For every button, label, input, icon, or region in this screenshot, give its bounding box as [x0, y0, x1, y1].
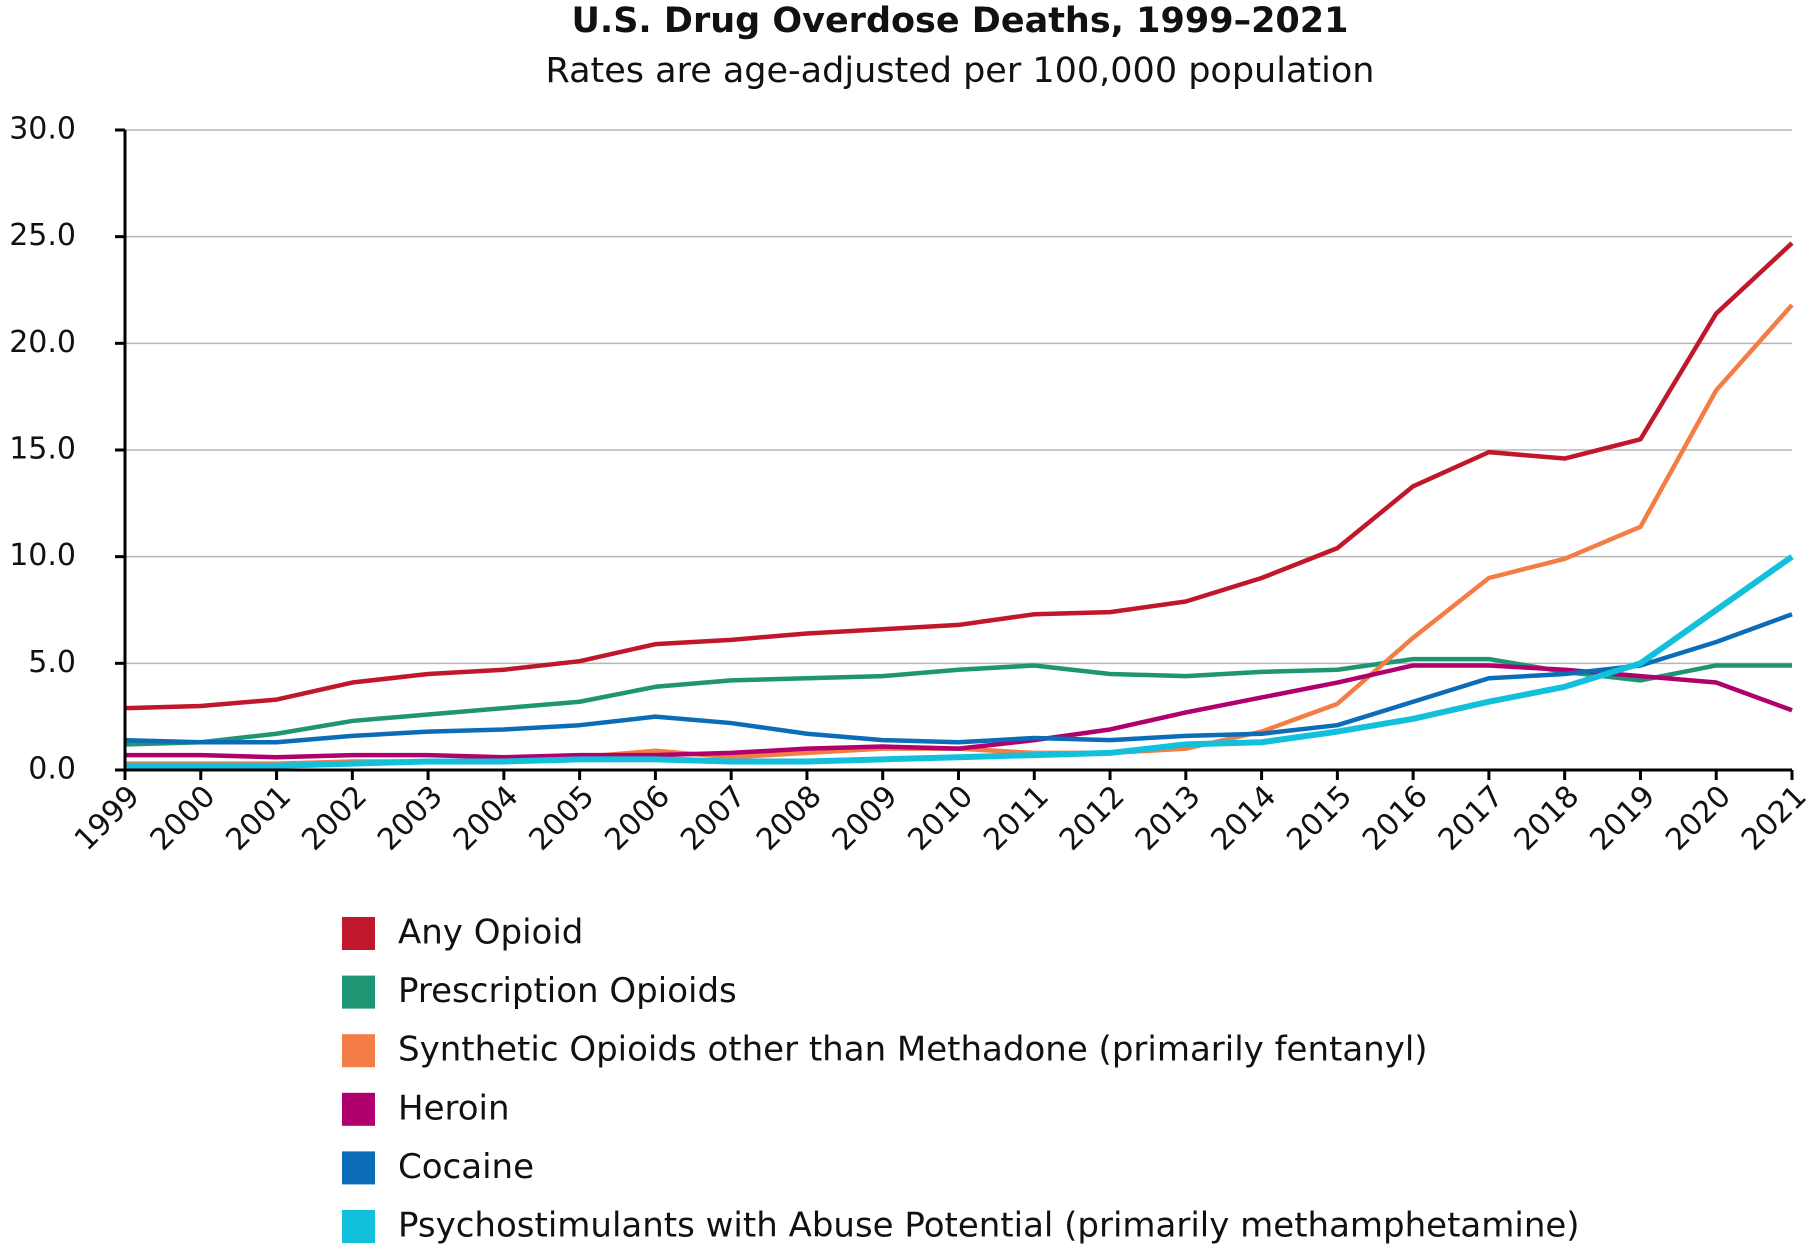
- legend-swatch: [342, 1034, 375, 1068]
- x-tick-label: 2000: [144, 779, 223, 858]
- x-tick-label: 2009: [826, 779, 905, 858]
- x-tick-label: 2012: [1053, 779, 1132, 858]
- x-tick-label: 2014: [1205, 779, 1284, 858]
- legend-label: Psychostimulants with Abuse Potential (p…: [398, 1206, 1580, 1246]
- x-tick-label: 2011: [977, 779, 1056, 858]
- series-line: [125, 303, 1794, 766]
- legend-label: Prescription Opioids: [398, 971, 737, 1011]
- legend-swatch: [342, 917, 375, 950]
- legend-label: Cocaine: [398, 1147, 534, 1187]
- x-tick-label: 2017: [1432, 779, 1511, 858]
- y-tick-label: 0.0: [28, 752, 76, 787]
- legend-swatch: [342, 1092, 375, 1126]
- legend-label: Synthetic Opioids other than Methadone (…: [398, 1030, 1428, 1070]
- y-tick-label: 25.0: [9, 218, 76, 253]
- series-line: [124, 241, 1794, 711]
- x-tick-label: 2003: [371, 779, 450, 858]
- series-line: [124, 612, 1793, 745]
- legend-swatch: [342, 1210, 375, 1243]
- x-tick-label: 2008: [750, 779, 829, 858]
- x-tick-label: 2006: [598, 779, 677, 858]
- legend-label: Any Opioid: [398, 913, 583, 953]
- chart-subtitle: Rates are age-adjusted per 100,000 popul…: [546, 51, 1375, 91]
- x-tick-label: 2013: [1129, 779, 1208, 858]
- x-tick-label: 2002: [295, 779, 374, 858]
- x-tick-label: 2004: [447, 779, 526, 858]
- x-tick-label: 2005: [523, 779, 602, 858]
- x-tick-label: 2015: [1280, 779, 1359, 858]
- x-tick-label: 2020: [1659, 779, 1738, 858]
- x-tick-label: 2018: [1508, 779, 1587, 858]
- x-tick-label: 2016: [1356, 779, 1435, 858]
- y-tick-label: 15.0: [9, 432, 76, 467]
- x-tick-label: 1999: [68, 779, 147, 858]
- y-tick-label: 10.0: [9, 538, 76, 573]
- legend-swatch: [342, 975, 375, 1009]
- x-tick-label: 2007: [674, 779, 753, 858]
- series-line: [125, 663, 1793, 760]
- series-line: [124, 656, 1792, 747]
- series-line: [125, 554, 1794, 769]
- x-tick-label: 2019: [1583, 779, 1662, 858]
- chart-title: U.S. Drug Overdose Deaths, 1999–2021: [572, 1, 1349, 41]
- y-tick-label: 20.0: [9, 325, 76, 360]
- x-tick-label: 2021: [1735, 779, 1814, 858]
- y-tick-label: 5.0: [28, 645, 76, 680]
- y-tick-label: 30.0: [9, 112, 76, 147]
- x-tick-label: 2010: [901, 779, 980, 858]
- x-tick-label: 2001: [219, 779, 298, 858]
- legend-swatch: [342, 1151, 375, 1185]
- legend-label: Heroin: [398, 1088, 510, 1128]
